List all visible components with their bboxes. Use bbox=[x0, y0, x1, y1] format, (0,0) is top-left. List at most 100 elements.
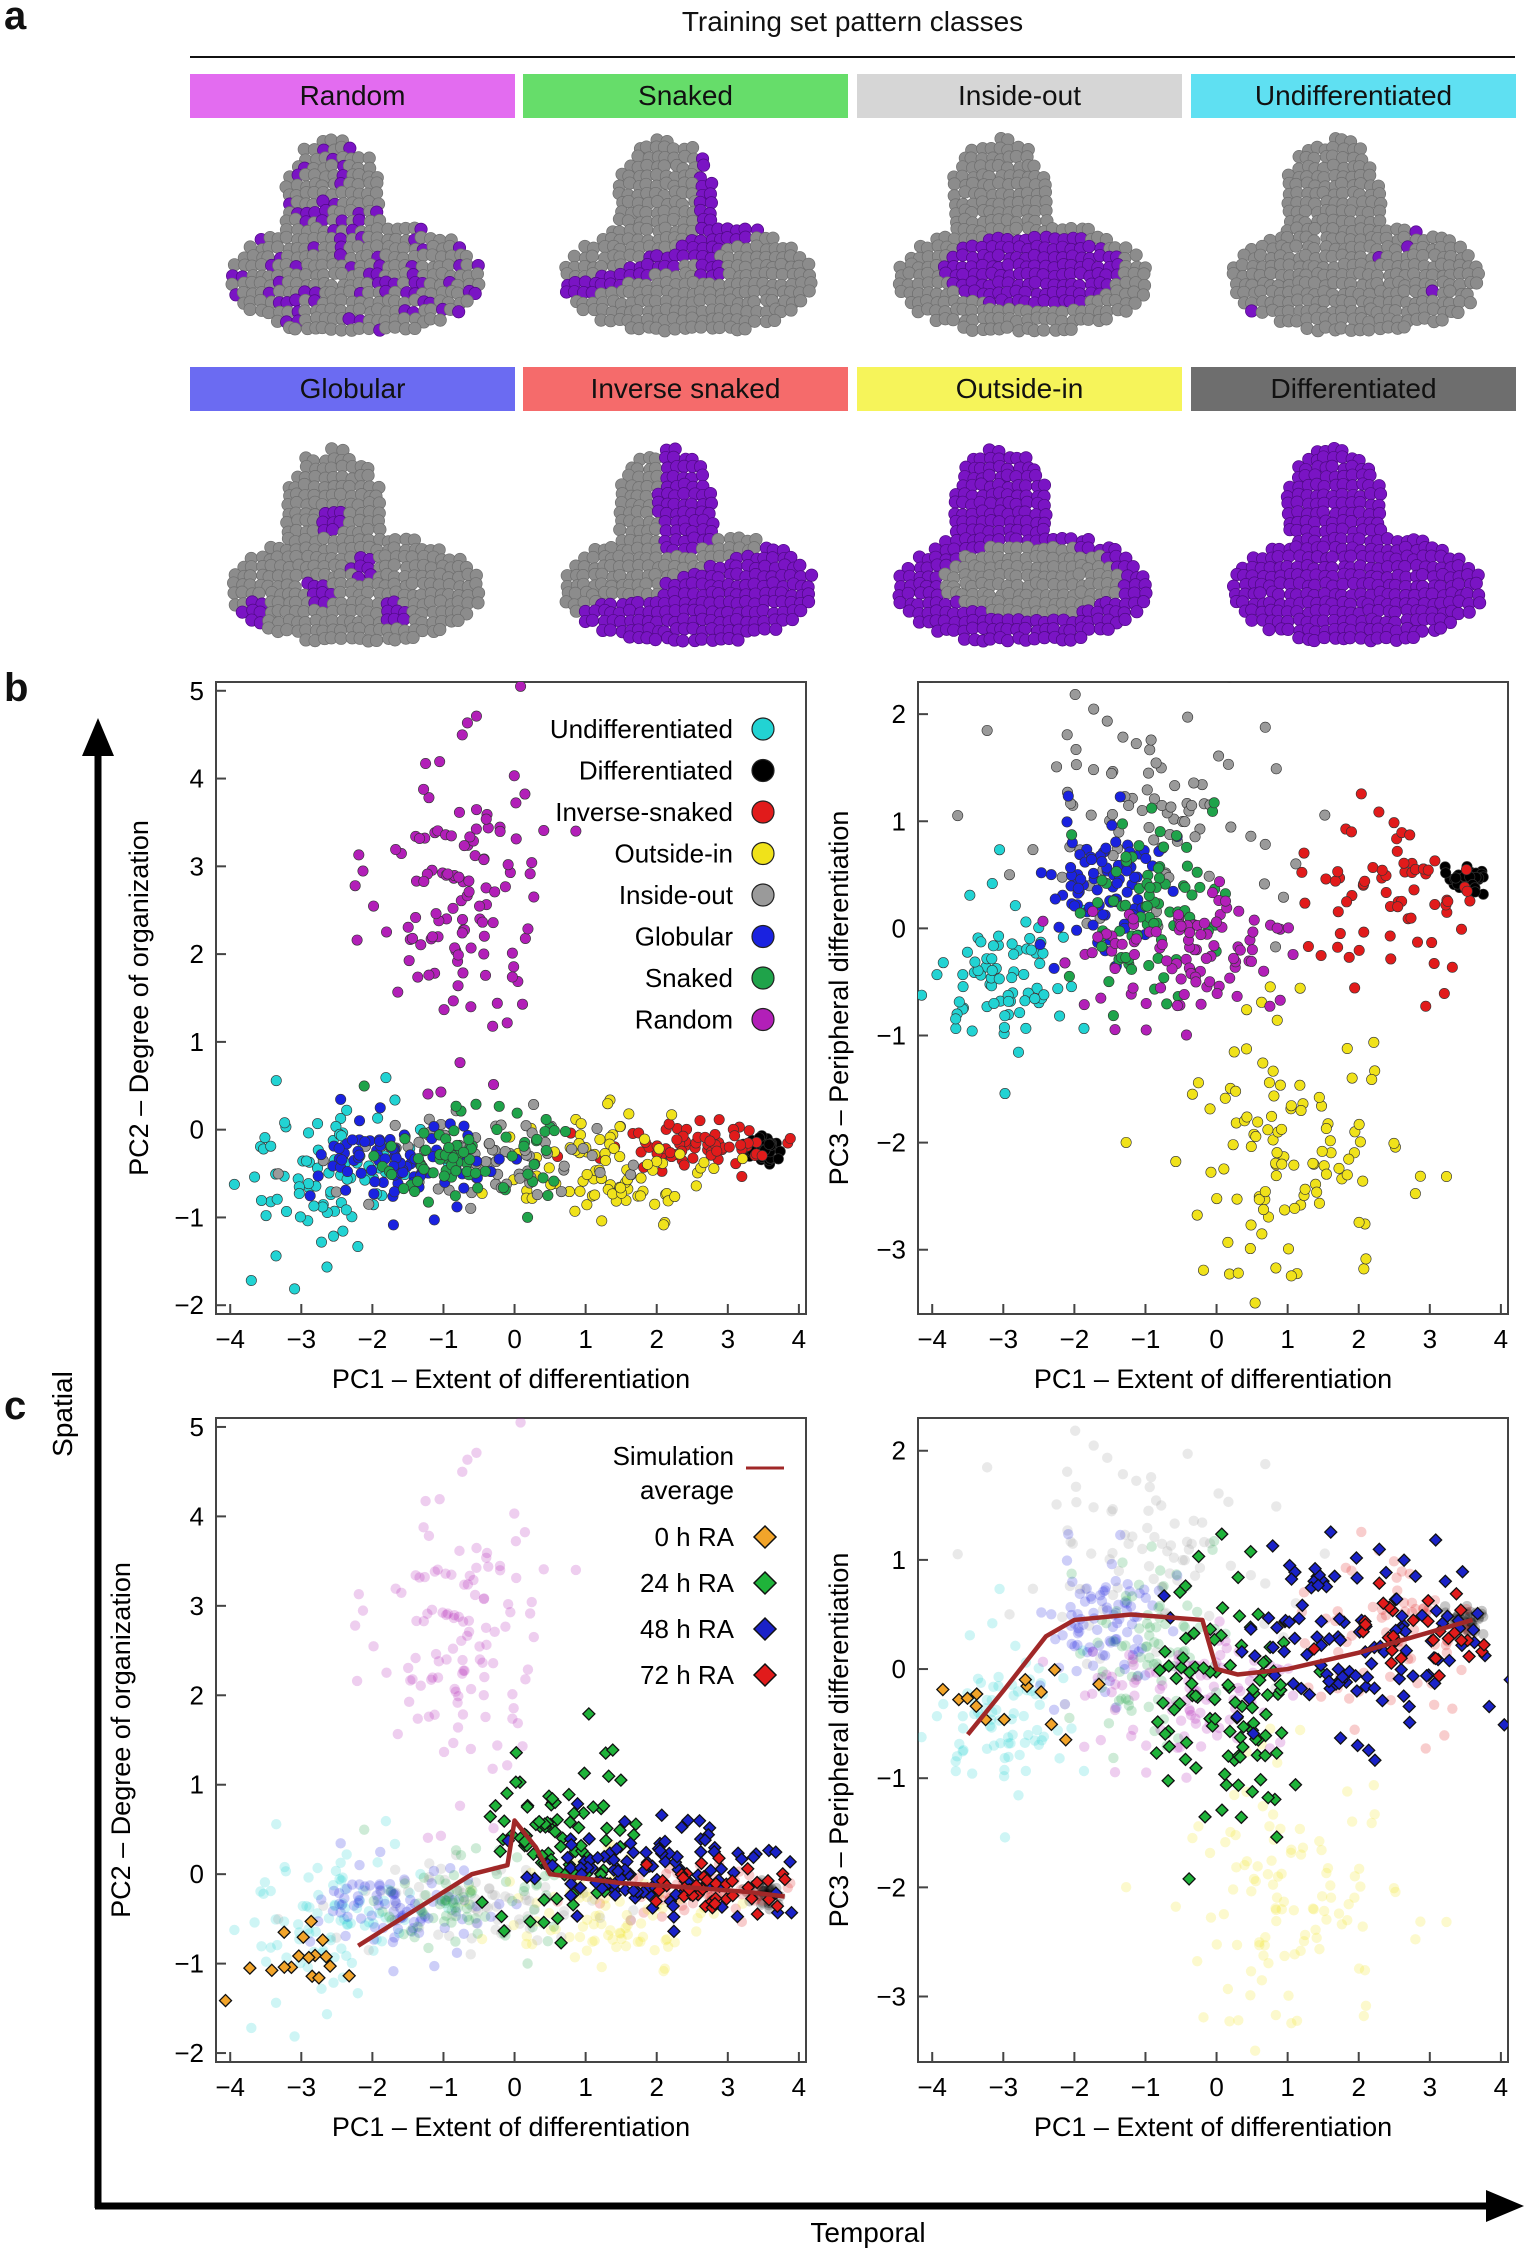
point-inside-out bbox=[566, 1143, 578, 1155]
point-inside-out bbox=[625, 1169, 637, 1181]
point-inside-out bbox=[480, 1156, 492, 1168]
point-inside-out bbox=[558, 1160, 570, 1172]
y-tick-label: −2 bbox=[174, 1290, 204, 1320]
point-globular bbox=[1062, 790, 1074, 802]
training-set-header: Training set pattern classes bbox=[681, 6, 1024, 37]
point-random bbox=[447, 902, 459, 914]
point-inside-out bbox=[1101, 715, 1113, 727]
point-random bbox=[488, 1079, 500, 1091]
cell bbox=[784, 303, 798, 317]
y-tick-label: 2 bbox=[892, 699, 906, 729]
cell bbox=[408, 321, 422, 336]
point-outside-in bbox=[614, 1151, 626, 1163]
background-point bbox=[528, 1904, 540, 1915]
point-undifferentiated bbox=[1009, 900, 1021, 912]
point-undifferentiated bbox=[1019, 995, 1031, 1007]
point-inside-out bbox=[1141, 784, 1153, 796]
point-globular bbox=[1167, 885, 1179, 897]
background-point bbox=[458, 1865, 470, 1876]
point-globular bbox=[458, 1120, 470, 1132]
background-point bbox=[303, 1872, 314, 1883]
point-snaked bbox=[537, 1172, 549, 1184]
point-snaked bbox=[559, 1125, 571, 1137]
cell bbox=[468, 286, 482, 301]
point-random bbox=[434, 756, 446, 768]
point-snaked bbox=[1107, 1010, 1119, 1022]
point-outside-in bbox=[1366, 1073, 1378, 1085]
point-random bbox=[1248, 914, 1260, 926]
point-outside-in bbox=[1294, 982, 1306, 994]
cell bbox=[1136, 288, 1150, 302]
point-inverse-snaked bbox=[1422, 864, 1434, 876]
background-point bbox=[336, 1899, 348, 1911]
point-inverse-snaked bbox=[1398, 857, 1410, 869]
point-inverse-snaked bbox=[1461, 885, 1473, 897]
point-random bbox=[1037, 915, 1049, 927]
point-globular bbox=[1061, 816, 1073, 828]
point-outside-in bbox=[1295, 1104, 1307, 1116]
point-globular bbox=[1048, 962, 1060, 974]
point-inverse-snaked bbox=[1329, 875, 1341, 887]
point-undifferentiated bbox=[270, 1250, 282, 1262]
background-point bbox=[341, 1849, 352, 1860]
point-snaked bbox=[412, 1153, 424, 1165]
point-random bbox=[456, 927, 468, 939]
point-random bbox=[452, 949, 464, 961]
point-inside-out bbox=[1123, 799, 1135, 811]
background-point bbox=[312, 1862, 323, 1874]
point-random bbox=[1130, 933, 1142, 945]
x-tick-label: 3 bbox=[1423, 1324, 1437, 1354]
point-outside-in bbox=[1274, 1079, 1286, 1091]
point-random bbox=[438, 1004, 450, 1016]
x-tick-label: 0 bbox=[1209, 1324, 1223, 1354]
cell bbox=[1000, 320, 1014, 334]
background-point bbox=[589, 1935, 600, 1946]
point-undifferentiated bbox=[294, 1211, 306, 1223]
point-random bbox=[499, 881, 511, 893]
point-undifferentiated bbox=[964, 889, 976, 901]
point-inside-out bbox=[1143, 821, 1155, 833]
point-inside-out bbox=[272, 1168, 284, 1180]
point-random bbox=[1228, 952, 1240, 964]
point-inverse-snaked bbox=[664, 1147, 676, 1159]
point-random bbox=[519, 788, 531, 800]
point-outside-in bbox=[1241, 1111, 1253, 1123]
point-random bbox=[1127, 982, 1139, 994]
x-tick-label: 1 bbox=[578, 1324, 592, 1354]
point-outside-in bbox=[596, 1215, 608, 1227]
point-outside-in bbox=[1204, 1103, 1216, 1115]
point-globular bbox=[1111, 877, 1123, 889]
cell bbox=[768, 313, 782, 328]
point-undifferentiated bbox=[1025, 944, 1037, 956]
point-snaked bbox=[1144, 881, 1156, 893]
point-snaked bbox=[458, 1146, 470, 1158]
point-globular bbox=[374, 1102, 386, 1114]
y-tick-label: 1 bbox=[892, 806, 906, 836]
point-random bbox=[515, 682, 527, 692]
point-outside-in bbox=[1307, 1157, 1319, 1169]
class-label-undifferentiated: Undifferentiated bbox=[1191, 74, 1516, 118]
point-inverse-snaked bbox=[704, 1135, 716, 1147]
point-random bbox=[1059, 957, 1071, 969]
point-outside-in bbox=[1241, 1004, 1253, 1016]
point-inside-out bbox=[928, 682, 933, 683]
point-inside-out bbox=[1150, 757, 1162, 769]
background-point bbox=[289, 2031, 300, 2042]
point-random bbox=[1274, 994, 1286, 1006]
background-point bbox=[472, 1928, 483, 1939]
point-undifferentiated bbox=[986, 878, 998, 890]
point-random bbox=[1198, 917, 1210, 929]
x-tick-label: −4 bbox=[215, 2072, 245, 2102]
point-outside-in bbox=[1285, 1100, 1297, 1112]
point-random bbox=[1245, 955, 1257, 967]
point-snaked bbox=[1154, 826, 1166, 838]
point-random bbox=[1150, 926, 1162, 938]
point-globular bbox=[1034, 939, 1046, 951]
point-random bbox=[1161, 955, 1173, 967]
point-random bbox=[410, 912, 422, 924]
point-inverse-snaked bbox=[1455, 923, 1467, 935]
point-random bbox=[403, 955, 415, 967]
point-random bbox=[1095, 992, 1107, 1004]
point-random bbox=[508, 961, 520, 973]
